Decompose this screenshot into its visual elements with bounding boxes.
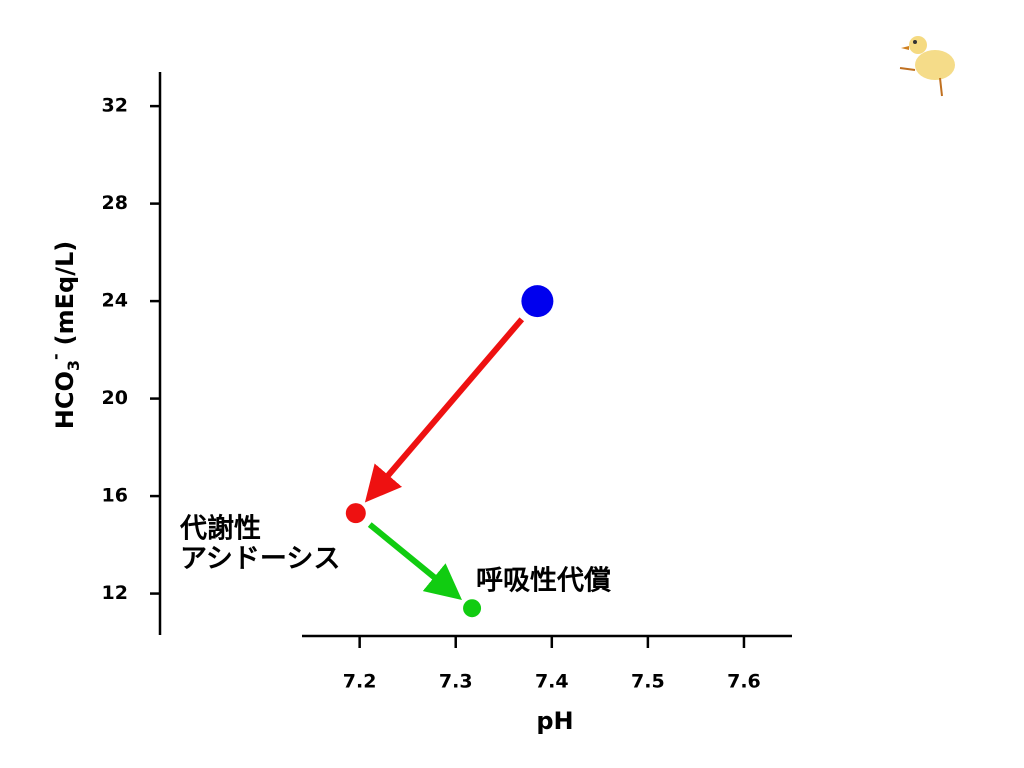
- annotation: アシドーシス: [180, 544, 340, 575]
- y-tick-label: 12: [102, 582, 128, 604]
- data-point: [521, 285, 554, 318]
- x-tick-label: 7.4: [535, 671, 569, 693]
- x-tick-label: 7.2: [343, 671, 377, 693]
- x-axis-label: pH: [536, 707, 573, 735]
- y-tick-label: 20: [102, 387, 128, 409]
- duck-icon: [899, 36, 955, 97]
- data-point: [345, 503, 366, 524]
- y-tick-label: 28: [102, 192, 128, 214]
- y-axis-label: HCO3-(mEq/L): [46, 241, 83, 429]
- annotation: 呼吸性代償: [476, 566, 611, 597]
- arrow: [364, 317, 525, 503]
- arrow: [367, 522, 462, 600]
- x-tick-label: 7.6: [727, 671, 761, 693]
- y-tick-label: 16: [102, 485, 128, 507]
- annotation: 代謝性: [179, 514, 261, 545]
- data-point: [463, 599, 482, 618]
- x-tick-label: 7.5: [631, 671, 665, 693]
- y-tick-label: 32: [102, 95, 128, 117]
- x-tick-label: 7.3: [439, 671, 473, 693]
- y-tick-label: 24: [102, 290, 128, 312]
